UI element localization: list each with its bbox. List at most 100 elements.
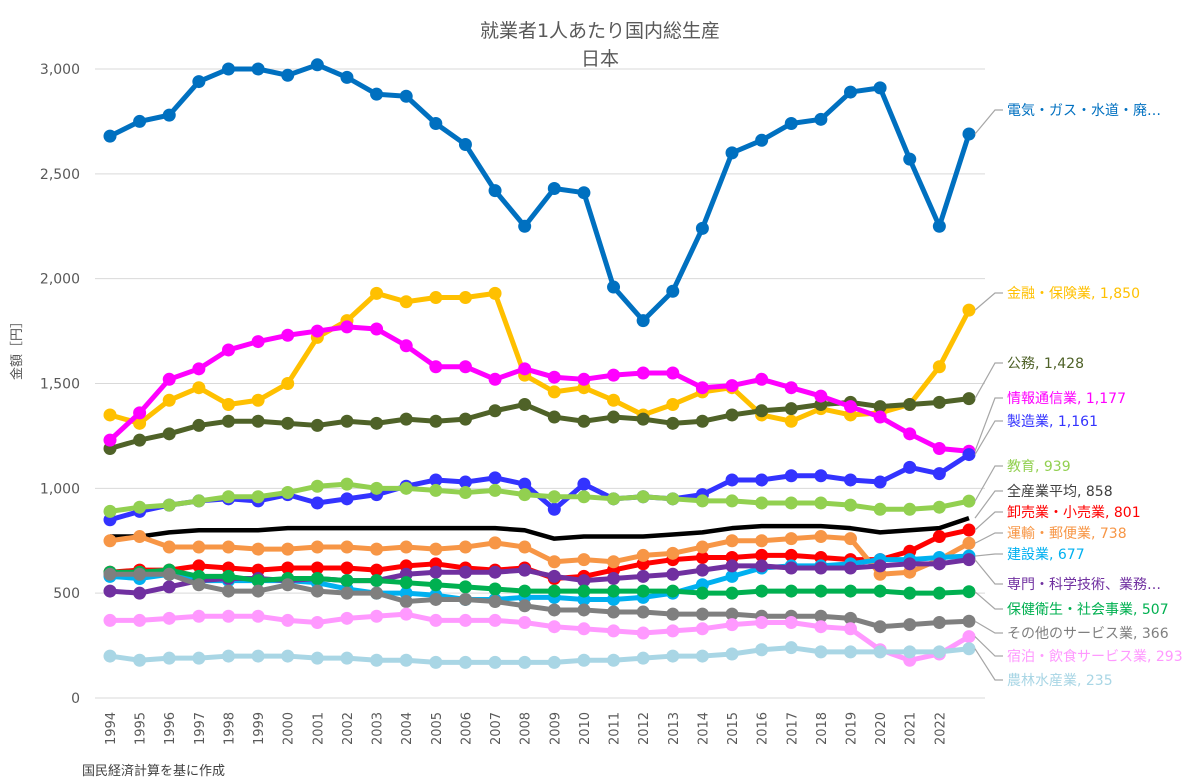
data-point	[192, 75, 206, 89]
data-point	[873, 475, 887, 489]
data-point	[932, 219, 946, 233]
series-line	[109, 396, 970, 451]
data-point	[932, 500, 946, 514]
data-point	[903, 645, 917, 659]
data-point	[577, 603, 591, 617]
series-label: 専門・科学技術、業務…	[1007, 577, 1161, 593]
x-tick-label: 2005	[430, 712, 445, 745]
data-point	[488, 582, 502, 596]
data-point	[962, 642, 976, 656]
data-point	[340, 561, 354, 575]
data-point	[310, 561, 324, 575]
data-point	[666, 366, 680, 380]
data-point	[458, 291, 472, 305]
series-label: 電気・ガス・水道・廃…	[1007, 102, 1161, 119]
x-tick-label: 2016	[756, 712, 771, 745]
data-point	[814, 561, 828, 575]
data-point	[103, 433, 117, 447]
data-point	[695, 586, 709, 600]
data-point	[755, 372, 769, 386]
data-point	[962, 448, 976, 462]
data-point	[340, 586, 354, 600]
series-label: 金融・保険業, 1,850	[1007, 286, 1140, 302]
data-point	[784, 561, 798, 575]
data-point	[784, 117, 798, 131]
data-point	[221, 343, 235, 357]
data-point	[458, 360, 472, 374]
data-point	[725, 494, 739, 508]
data-point	[607, 555, 621, 569]
data-point	[251, 335, 265, 349]
data-point	[518, 616, 532, 630]
data-point	[725, 618, 739, 632]
data-point	[281, 416, 295, 430]
data-point	[666, 284, 680, 298]
data-point	[103, 504, 117, 518]
x-tick-label: 2022	[933, 712, 948, 745]
y-tick-label: 1,000	[40, 481, 80, 497]
data-point	[103, 649, 117, 663]
data-point	[133, 500, 147, 514]
data-point	[636, 366, 650, 380]
y-tick-label: 1,500	[40, 377, 80, 393]
series-label: 農林水産業, 235	[1007, 673, 1113, 689]
x-tick-label: 1995	[134, 712, 149, 745]
data-point	[577, 574, 591, 588]
data-point	[844, 622, 857, 636]
series-label: 保健衛生・社会事業, 507	[1007, 602, 1169, 618]
data-point	[725, 607, 739, 621]
data-point	[251, 542, 265, 556]
data-point	[932, 616, 946, 630]
data-point	[607, 393, 621, 407]
data-point	[310, 418, 324, 432]
x-tick-label: 1994	[104, 712, 119, 745]
data-point	[281, 486, 295, 500]
data-point	[488, 372, 502, 386]
data-point	[340, 492, 354, 506]
data-point	[399, 576, 413, 590]
leader-line	[974, 362, 1003, 399]
data-point	[607, 410, 621, 424]
data-point	[932, 441, 946, 455]
data-point	[932, 645, 946, 659]
data-point	[695, 381, 709, 395]
data-point	[932, 586, 946, 600]
data-point	[162, 498, 176, 512]
data-point	[518, 563, 532, 577]
data-point	[458, 486, 472, 500]
leader-line	[974, 559, 1003, 585]
data-point	[547, 182, 561, 196]
data-point	[547, 620, 561, 634]
data-point	[221, 540, 235, 554]
data-point	[755, 559, 769, 573]
data-point	[518, 362, 532, 376]
data-point	[399, 607, 413, 621]
data-point	[903, 152, 917, 166]
y-tick-label: 0	[71, 691, 80, 707]
x-tick-label: 2010	[578, 712, 593, 745]
data-point	[162, 372, 176, 386]
data-point	[844, 611, 857, 625]
data-point	[458, 613, 472, 627]
data-point	[162, 427, 176, 441]
leader-line	[974, 591, 1003, 610]
data-point	[814, 584, 828, 598]
source-note: 国民経済計算を基に作成	[82, 764, 226, 779]
data-point	[784, 402, 798, 416]
data-point	[370, 574, 384, 588]
data-point	[695, 551, 709, 565]
data-point	[903, 586, 917, 600]
data-point	[784, 496, 798, 510]
data-point	[755, 473, 769, 487]
data-point	[518, 488, 532, 502]
series-label: 教育, 939	[1007, 459, 1071, 475]
data-point	[755, 643, 769, 657]
leader-line	[974, 465, 1003, 502]
leader-line	[974, 490, 1003, 519]
data-point	[399, 339, 413, 353]
data-point	[607, 584, 621, 598]
data-point	[814, 645, 828, 659]
x-tick-label: 2017	[785, 712, 800, 745]
data-point	[133, 114, 147, 128]
data-point	[695, 540, 709, 554]
